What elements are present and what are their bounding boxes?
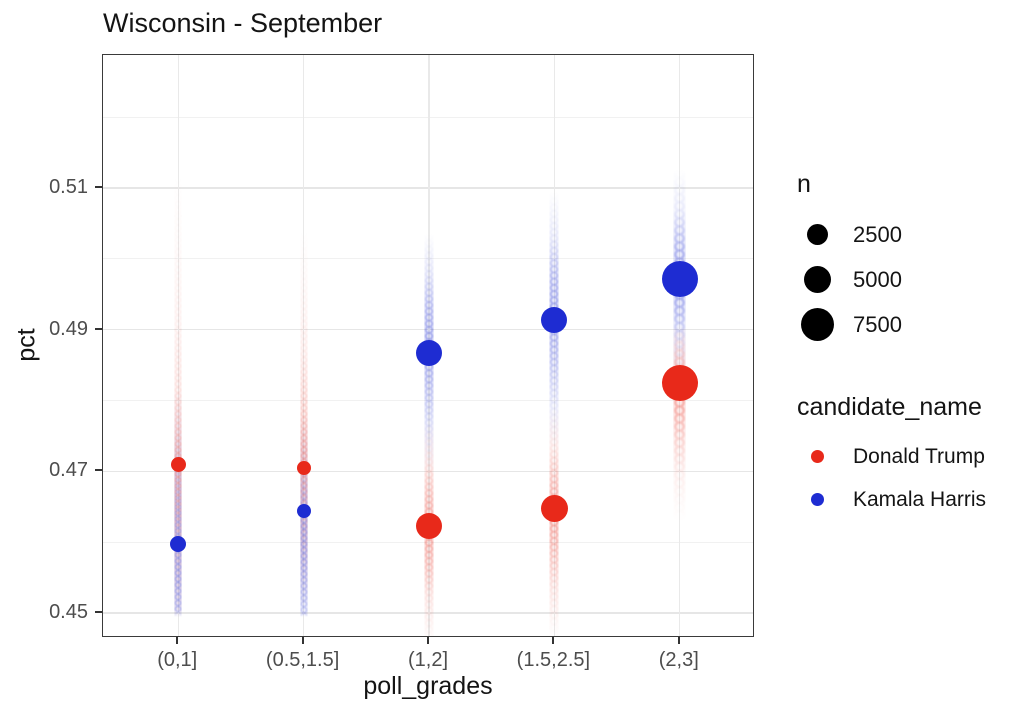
legend-candidate-items: Donald Trump Kamala Harris [797,435,986,521]
y-axis-tick [95,611,102,613]
gridline-minor [103,116,753,118]
color-dot-icon [810,450,824,463]
size-circle-icon [800,308,834,341]
legend-size-item: 5000 [797,257,902,302]
x-axis-title: poll_grades [363,672,493,700]
data-point-trump-4 [661,364,698,401]
legend-candidate-title: candidate_name [797,393,982,421]
x-axis-tick [552,637,555,644]
data-point-harris-2 [416,340,442,367]
y-axis-tick [95,469,102,472]
smear-trump-3 [549,407,560,636]
legend-candidate-item: Kamala Harris [797,478,986,521]
x-axis-tick [427,637,429,644]
x-tick-label: (2,3] [658,649,699,671]
data-point-trump-1 [296,460,311,475]
plot-panel [102,54,754,637]
color-dot-icon [810,493,824,506]
data-point-trump-3 [540,494,568,522]
data-point-harris-3 [541,306,568,333]
legend-candidate-label: Kamala Harris [853,487,987,511]
x-axis-tick [176,637,179,644]
size-circle-icon [803,266,831,293]
y-tick-label: 0.49 [49,317,88,340]
x-axis-tick [677,637,680,644]
y-axis-tick [95,327,102,330]
legend-size-symbol [797,266,837,293]
data-point-trump-0 [170,456,186,472]
y-tick-label: 0.47 [49,459,88,482]
data-point-harris-4 [661,260,698,297]
legend-candidate-item: Donald Trump [797,435,986,478]
y-tick-label: 0.51 [49,176,88,198]
legend-size-item: 2500 [797,212,902,257]
legend-size: n 2500 5000 7500 [797,170,902,347]
legend-size-item: 7500 [797,302,902,347]
smear-trump-4 [673,326,687,521]
x-axis-tick [301,637,304,644]
legend-candidate-symbol [797,493,837,506]
chart-title: Wisconsin - September [103,8,383,38]
legend-size-items: 2500 5000 7500 [797,212,902,347]
size-circle-icon [806,224,828,245]
x-tick-label: (1,2] [407,649,449,671]
y-axis-tick [95,186,102,188]
y-tick-label: 0.45 [49,601,88,623]
data-point-harris-0 [170,536,187,553]
x-tick-label: (0,1] [157,649,198,671]
x-tick-label: (0.5,1.5] [265,649,340,671]
legend-size-label: 5000 [853,266,902,292]
legend-size-label: 7500 [853,311,902,337]
legend-size-symbol [797,308,837,341]
x-tick-label: (1.5,2.5] [516,649,591,671]
data-point-trump-2 [416,512,442,539]
legend-size-title: n [797,170,811,198]
gridline-major [103,187,753,189]
legend-candidate-symbol [797,450,837,463]
legend-size-label: 2500 [853,221,902,247]
legend-candidate-label: Donald Trump [853,444,985,468]
legend-candidate: candidate_name Donald Trump Kamala Harris [797,393,986,521]
legend-size-symbol [797,224,837,245]
data-point-harris-1 [296,504,311,518]
smear-harris-0 [174,389,183,617]
